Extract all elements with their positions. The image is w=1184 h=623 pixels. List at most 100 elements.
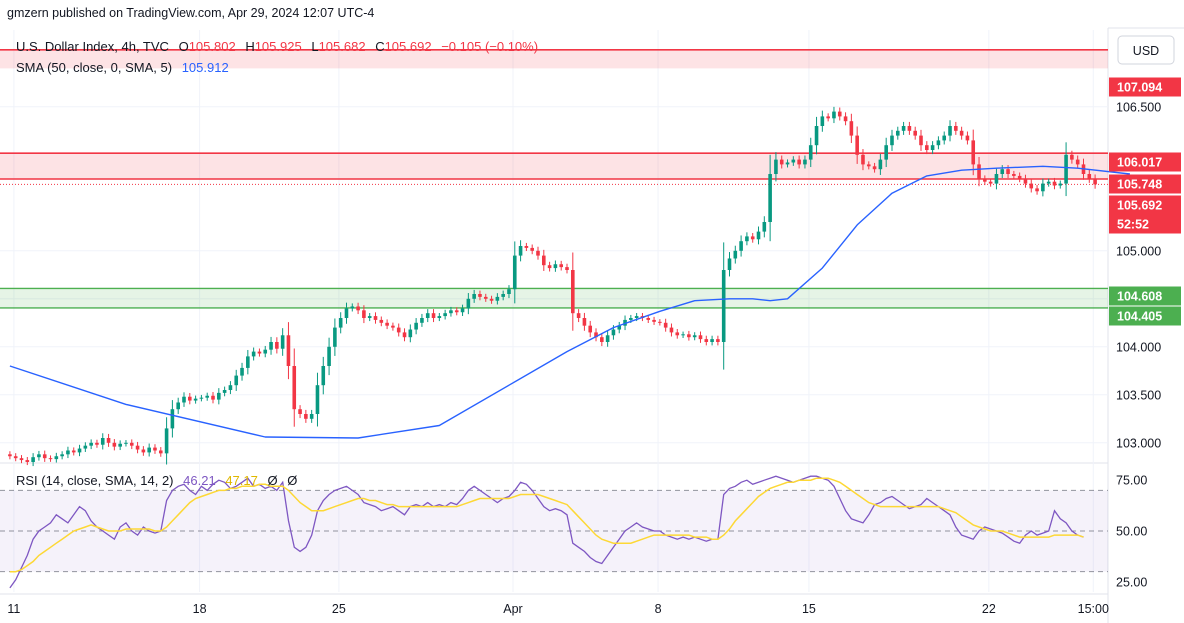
time-tick-label: 18	[193, 602, 207, 616]
price-tick-label: 103.500	[1116, 388, 1161, 402]
candle-up	[814, 126, 819, 146]
rsi-legend-value: 46.21	[183, 473, 216, 488]
candle-down	[954, 126, 958, 131]
candle-down	[402, 332, 407, 338]
price-tag-label: 104.608	[1117, 290, 1162, 304]
candle-down	[19, 458, 24, 461]
candle-up	[692, 335, 697, 338]
candle-down	[983, 178, 987, 182]
candle-up	[507, 289, 511, 294]
candle-up	[182, 396, 186, 403]
candle-down	[362, 310, 366, 318]
candle-down	[391, 325, 395, 328]
candle-up	[170, 409, 175, 429]
candle-down	[530, 247, 534, 251]
candle-up	[367, 316, 372, 318]
sma-line	[9, 165, 1130, 439]
candle-down	[13, 456, 18, 459]
candle-down	[71, 450, 76, 453]
candle-down	[385, 322, 389, 326]
candle-up	[930, 145, 935, 150]
candle-down	[797, 159, 801, 165]
candle-up	[948, 126, 952, 136]
candle-up	[512, 255, 517, 290]
candle-down	[646, 318, 651, 320]
candle-up	[501, 294, 505, 297]
candle-down	[1087, 174, 1092, 179]
candle-down	[971, 140, 976, 165]
candle-up	[54, 456, 59, 460]
candle-down	[536, 250, 540, 256]
rsi-pane[interactable]	[0, 475, 1108, 589]
candle-down	[663, 322, 668, 328]
candle-down	[257, 351, 262, 354]
candle-down	[524, 246, 529, 248]
candle-down	[95, 442, 99, 445]
candle-up	[1064, 154, 1068, 184]
candle-up	[791, 159, 796, 163]
rsi-tick-label: 25.00	[1116, 575, 1147, 589]
candle-down	[292, 366, 297, 410]
candle-down	[576, 313, 581, 318]
candle-up	[246, 356, 250, 368]
candle-down	[489, 298, 494, 301]
candle-up	[460, 308, 465, 313]
candle-up	[176, 402, 180, 410]
price-tag	[1109, 195, 1181, 215]
candle-down	[565, 267, 569, 270]
resistance-zone[interactable]	[0, 49, 1108, 69]
candle-down	[600, 337, 604, 342]
ohlc-legend[interactable]: U.S. Dollar Index, 4h, TVC O105.802 H105…	[16, 39, 538, 54]
candle-up	[518, 246, 523, 256]
price-tick-label: 103.000	[1116, 436, 1161, 450]
candle-down	[919, 135, 923, 146]
candle-up	[1000, 169, 1005, 174]
candle-down	[669, 327, 674, 333]
candle-down	[826, 116, 830, 119]
time-tick-label: 15	[802, 602, 816, 616]
rsi-legend[interactable]: RSI (14, close, SMA, 14, 2) 46.21 47.17 …	[16, 473, 297, 488]
candle-up	[443, 313, 447, 317]
candle-up	[768, 174, 772, 222]
candle-down	[913, 130, 917, 136]
candle-up	[37, 454, 41, 458]
price-tag-label: 105.748	[1117, 178, 1162, 192]
time-axis-labels: 11 18 25 Apr 8 15 22 15:00	[7, 602, 1109, 616]
rsi-line	[9, 475, 1084, 589]
candle-up	[472, 294, 476, 299]
candle-down	[1012, 174, 1016, 176]
candle-down	[275, 342, 279, 349]
candle-up	[820, 116, 825, 126]
candle-up	[437, 316, 442, 318]
candle-up	[495, 296, 500, 301]
candle-up	[263, 349, 268, 354]
rsi-sma-legend-value: 47.17	[225, 473, 258, 488]
candle-up	[936, 140, 941, 146]
candle-down	[704, 339, 709, 342]
price-tag	[1109, 306, 1181, 326]
price-axis-labels: 103.000 103.500 104.000 105.000 106.500 25.00…	[1116, 100, 1161, 589]
candle-down	[855, 135, 859, 155]
resistance-zone[interactable]	[0, 153, 1108, 179]
candle-down	[588, 325, 593, 333]
candle-down	[158, 450, 163, 454]
candle-down	[1029, 183, 1034, 189]
price-tag	[1109, 214, 1181, 234]
sma-legend[interactable]: SMA (50, close, 0, SMA, 5) 105.912	[16, 60, 229, 75]
candle-up	[60, 454, 64, 457]
candle-up	[315, 385, 320, 414]
currency-button[interactable]	[1117, 35, 1175, 65]
candle-up	[634, 316, 639, 318]
support-zone[interactable]	[0, 288, 1108, 308]
candle-down	[483, 296, 488, 299]
candle-down	[547, 265, 552, 269]
candle-up	[350, 306, 355, 309]
candle-up	[193, 398, 198, 401]
candle-up	[83, 445, 88, 449]
candle-down	[135, 445, 140, 450]
close-value: 105.692	[385, 39, 432, 54]
candle-down	[675, 332, 680, 336]
published-note: gmzern published on TradingView.com, Apr…	[7, 6, 374, 20]
candle-up	[147, 447, 151, 453]
